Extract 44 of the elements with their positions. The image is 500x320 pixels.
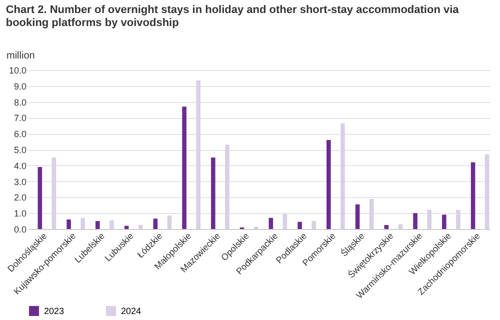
bar [96, 221, 100, 229]
y-tick-label: 6.0 [14, 129, 26, 140]
bar [369, 198, 374, 229]
bar [384, 225, 389, 229]
bar [282, 214, 288, 229]
y-tick-label: 4.0 [14, 160, 26, 171]
y-tick-label: 2.0 [14, 192, 26, 203]
bar [427, 210, 432, 229]
bar [110, 220, 114, 229]
y-tick-label: 3.0 [14, 176, 26, 187]
bar [298, 222, 302, 229]
bar [167, 215, 172, 229]
bar [470, 162, 476, 229]
bar [138, 225, 143, 229]
y-tick-label: 0.0 [14, 224, 26, 234]
chart-title: Chart 2. Number of overnight stays in holiday and other short-stay accommodation via booking platforms by voivodship [6, 4, 460, 29]
bar [225, 144, 230, 229]
bar [312, 221, 316, 229]
bar [456, 210, 460, 229]
bar [484, 154, 490, 229]
bar [211, 157, 216, 229]
bar [398, 224, 403, 229]
bar [355, 204, 360, 229]
bar [80, 218, 85, 229]
bar [326, 140, 331, 229]
bar [268, 218, 274, 229]
bar [38, 166, 42, 229]
y-axis-title: million [6, 50, 35, 62]
y-tick-label: 5.0 [14, 145, 26, 155]
bar [66, 219, 71, 229]
bar [413, 213, 418, 229]
legend-label: 2023 [44, 306, 64, 316]
y-tick-label: 1.0 [14, 208, 26, 219]
y-tick-label: 7.0 [14, 113, 26, 124]
bar [196, 80, 200, 229]
y-tick-label: 8.0 [14, 97, 26, 108]
y-tick-label: 9.0 [14, 81, 26, 92]
bar [442, 214, 446, 229]
bar [340, 123, 345, 229]
bar [182, 106, 186, 229]
y-tick-label: 10.0 [8, 66, 26, 76]
bar [52, 157, 56, 229]
legend-label: 2024 [121, 306, 142, 316]
bar [153, 218, 158, 229]
